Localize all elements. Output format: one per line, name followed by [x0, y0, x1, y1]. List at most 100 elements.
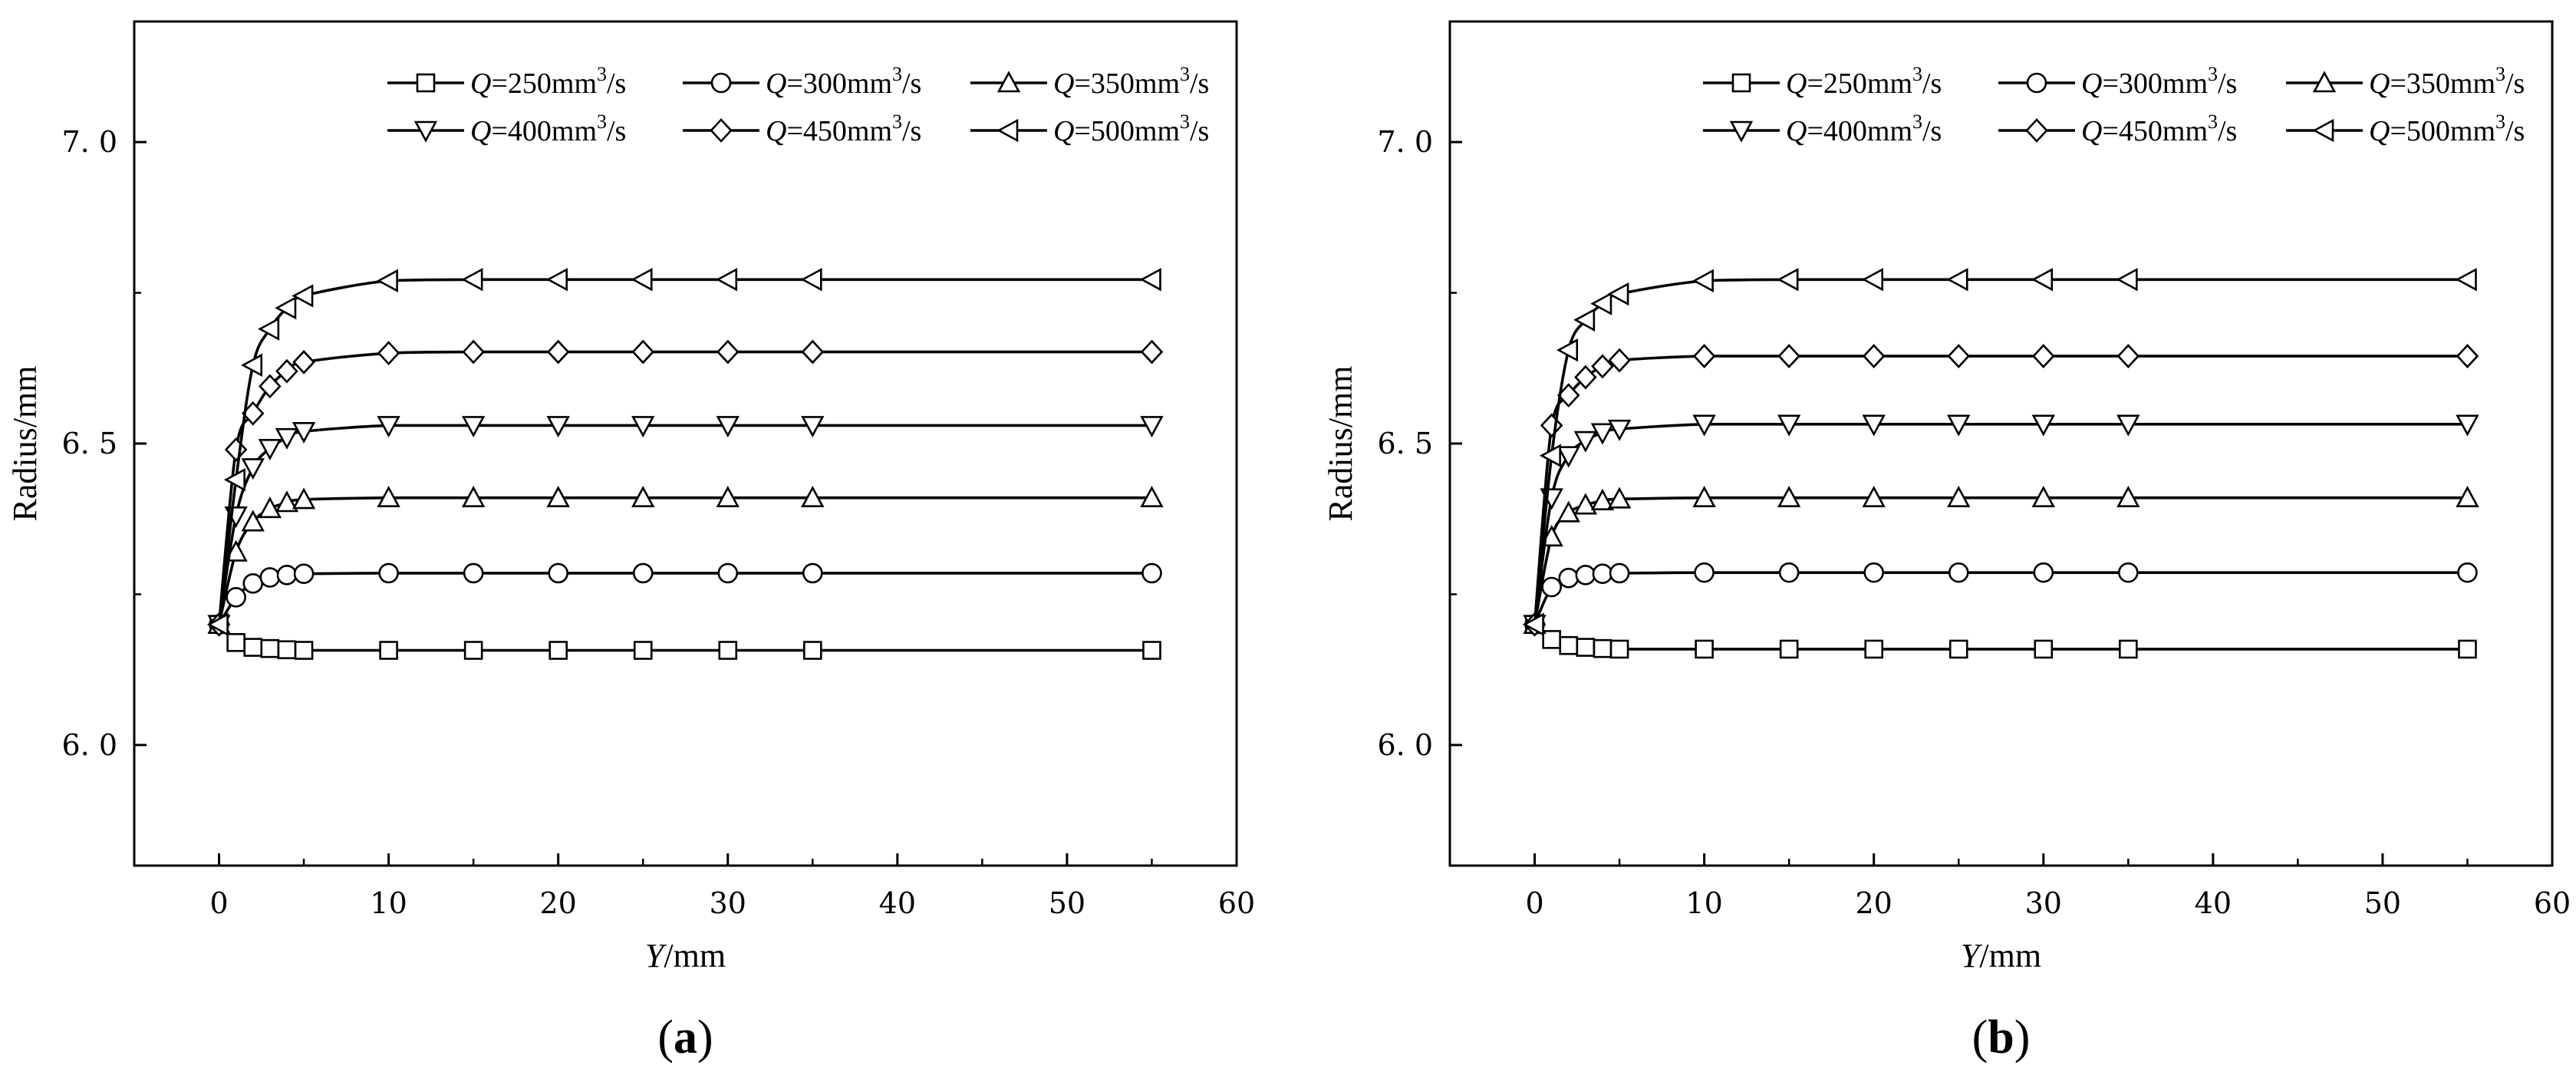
data-point [1556, 338, 1579, 362]
x-tick-label: 30 [710, 886, 746, 920]
data-point [2116, 268, 2138, 292]
x-axis-title: Y/mm [1961, 937, 2041, 975]
legend-unit: /s [902, 115, 921, 147]
data-point [2033, 562, 2054, 583]
data-point [275, 427, 299, 450]
data-point [258, 438, 282, 461]
data-point [1592, 563, 1613, 585]
data-point [292, 284, 314, 308]
data-point [461, 416, 486, 438]
data-point [1864, 639, 1883, 659]
legend-value: =450mm [786, 115, 892, 147]
legend-symbol: Q [2081, 115, 2102, 147]
data-point [2031, 268, 2054, 292]
data-point [2119, 639, 2138, 659]
data-point [1593, 638, 1612, 658]
series-triangle-left [206, 268, 1161, 636]
data-point [1556, 500, 1580, 523]
data-point [1607, 487, 1632, 509]
legend-superscript: 3 [2495, 63, 2505, 85]
data-point [1591, 354, 1614, 379]
series-triangle-left [1522, 268, 2477, 636]
data-point [2034, 639, 2054, 659]
legend-symbol: Q [766, 115, 786, 147]
data-point [462, 339, 485, 365]
x-tick-label: 0 [209, 886, 228, 920]
legend-superscript: 3 [1180, 63, 1190, 85]
legend-superscript: 3 [597, 111, 607, 133]
series-triangle-down [1523, 414, 2479, 637]
x-tick-label: 40 [2195, 886, 2232, 920]
legend-label: Q=300mm3/s [2081, 63, 2237, 100]
data-point [546, 339, 570, 365]
data-point [2455, 268, 2477, 292]
legend-superscript: 3 [892, 111, 902, 133]
x-axis-unit: /mm [664, 937, 726, 975]
data-point [1778, 562, 1800, 583]
legend-marker [2025, 118, 2048, 143]
legend-value: =250mm [1807, 68, 1912, 100]
series-diamond [1523, 344, 2479, 637]
legend-unit: /s [2505, 68, 2525, 100]
legend-unit: /s [1190, 68, 1209, 100]
data-point [206, 612, 229, 636]
data-point [2116, 414, 2140, 437]
legend-label: Q=500mm3/s [1053, 111, 1209, 147]
data-point [1140, 485, 1164, 508]
data-point [1948, 562, 1969, 583]
data-point [1590, 292, 1612, 315]
data-point [377, 341, 400, 366]
data-point [2118, 562, 2139, 583]
data-point [802, 562, 823, 584]
data-point [1558, 567, 1580, 589]
data-point [2456, 485, 2479, 508]
series-line [1533, 496, 2468, 625]
x-tick-label: 50 [1049, 886, 1085, 920]
data-point [226, 632, 245, 652]
data-point [801, 416, 825, 438]
legend-item: Q=250mm3/s [387, 63, 626, 100]
x-axis: 0 10 20 30 40 50 60 [1525, 853, 2571, 920]
data-point [241, 458, 265, 480]
plot-frame [1448, 20, 2554, 867]
y-tick-label: 6. 0 [1377, 728, 1433, 762]
y-tick-label: 6. 5 [61, 427, 117, 460]
data-point [2031, 485, 2055, 508]
legend-item: Q=300mm3/s [1998, 63, 2237, 100]
legend-superscript: 3 [597, 63, 607, 85]
legend-marker [1731, 73, 1751, 93]
legend-marker [416, 73, 436, 93]
data-point [463, 641, 483, 660]
y-tick-label: 6. 0 [61, 728, 117, 762]
data-point [1609, 639, 1629, 659]
data-point [1692, 485, 1716, 508]
y-axis: 6. 0 6. 5 7. 0 [1377, 125, 1462, 762]
x-axis-unit: /mm [1979, 937, 2041, 975]
data-point [1541, 576, 1562, 598]
series-line [1533, 355, 2468, 625]
data-point [717, 562, 739, 584]
data-point [801, 339, 825, 365]
series-circle [1524, 562, 2478, 635]
legend-item: Q=250mm3/s [1703, 63, 1942, 100]
data-point [292, 350, 315, 374]
data-point [803, 641, 822, 660]
data-point [242, 572, 264, 594]
data-point [718, 641, 738, 660]
series-line [1533, 423, 2468, 625]
data-point [1574, 365, 1597, 390]
data-point [1861, 268, 1883, 292]
data-point [1862, 344, 1886, 368]
legend-value: =300mm [786, 68, 892, 100]
legend-value: =400mm [491, 115, 597, 147]
legend-symbol: Q [1786, 115, 1807, 147]
data-point [1862, 414, 1886, 437]
legend-item: Q=350mm3/s [970, 63, 1209, 100]
legend-label: Q=400mm3/s [470, 111, 626, 147]
legend-label: Q=300mm3/s [766, 63, 921, 100]
legend-marker [1729, 120, 1754, 143]
data-point [546, 416, 570, 438]
series-line [217, 424, 1152, 625]
data-point [1522, 612, 1544, 636]
